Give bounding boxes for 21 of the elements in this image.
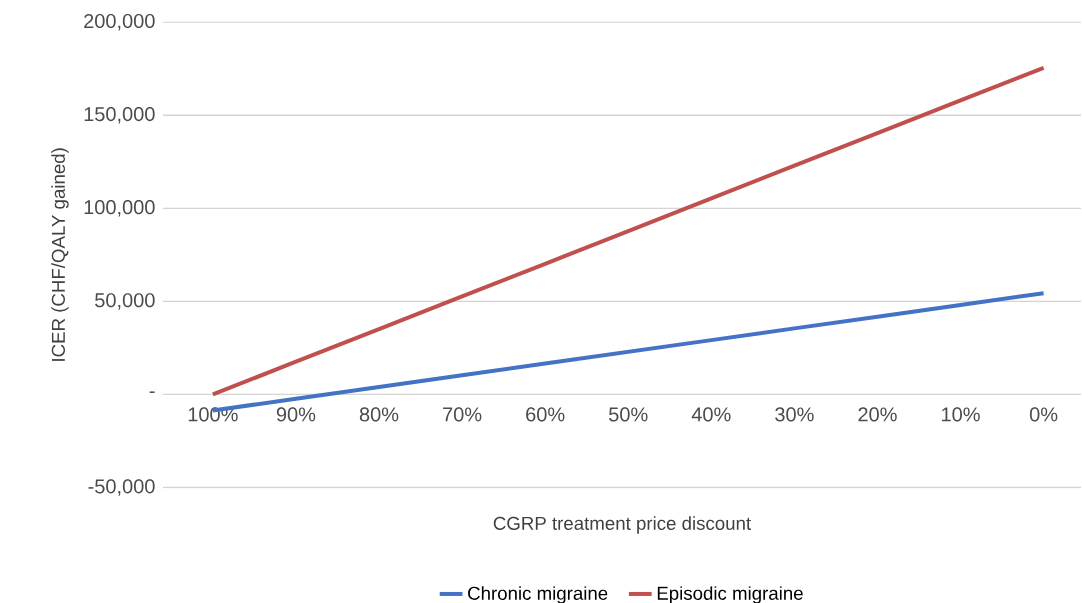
y-tick-label: 200,000 xyxy=(84,13,155,31)
y-tick-label: 50,000 xyxy=(95,293,155,310)
x-tick-label: 30% xyxy=(775,407,814,422)
legend-label: Chronic migraine xyxy=(468,586,608,603)
x-tick-label: 50% xyxy=(609,407,648,422)
y-tick-label: 150,000 xyxy=(84,107,155,124)
x-tick-label: 10% xyxy=(942,407,980,422)
x-tick-label: 80% xyxy=(359,407,399,422)
x-tick-label: 60% xyxy=(526,407,565,422)
line-series xyxy=(210,65,1046,397)
y-axis-title: ICER (CHF/QALY gained) xyxy=(51,148,69,361)
x-tick-label: 20% xyxy=(858,407,897,422)
x-tick-label: 0% xyxy=(1029,407,1058,422)
x-tick-label: 40% xyxy=(691,407,731,422)
legend-label: Episodic migraine xyxy=(657,586,803,603)
y-tick-label: -50,000 xyxy=(88,479,155,496)
x-tick-label: 70% xyxy=(443,407,482,422)
y-tick-label: - xyxy=(149,391,155,393)
x-tick-label: 90% xyxy=(276,407,316,422)
x-axis-title: CGRP treatment price discount xyxy=(493,516,751,534)
y-tick-label: 100,000 xyxy=(84,200,155,217)
